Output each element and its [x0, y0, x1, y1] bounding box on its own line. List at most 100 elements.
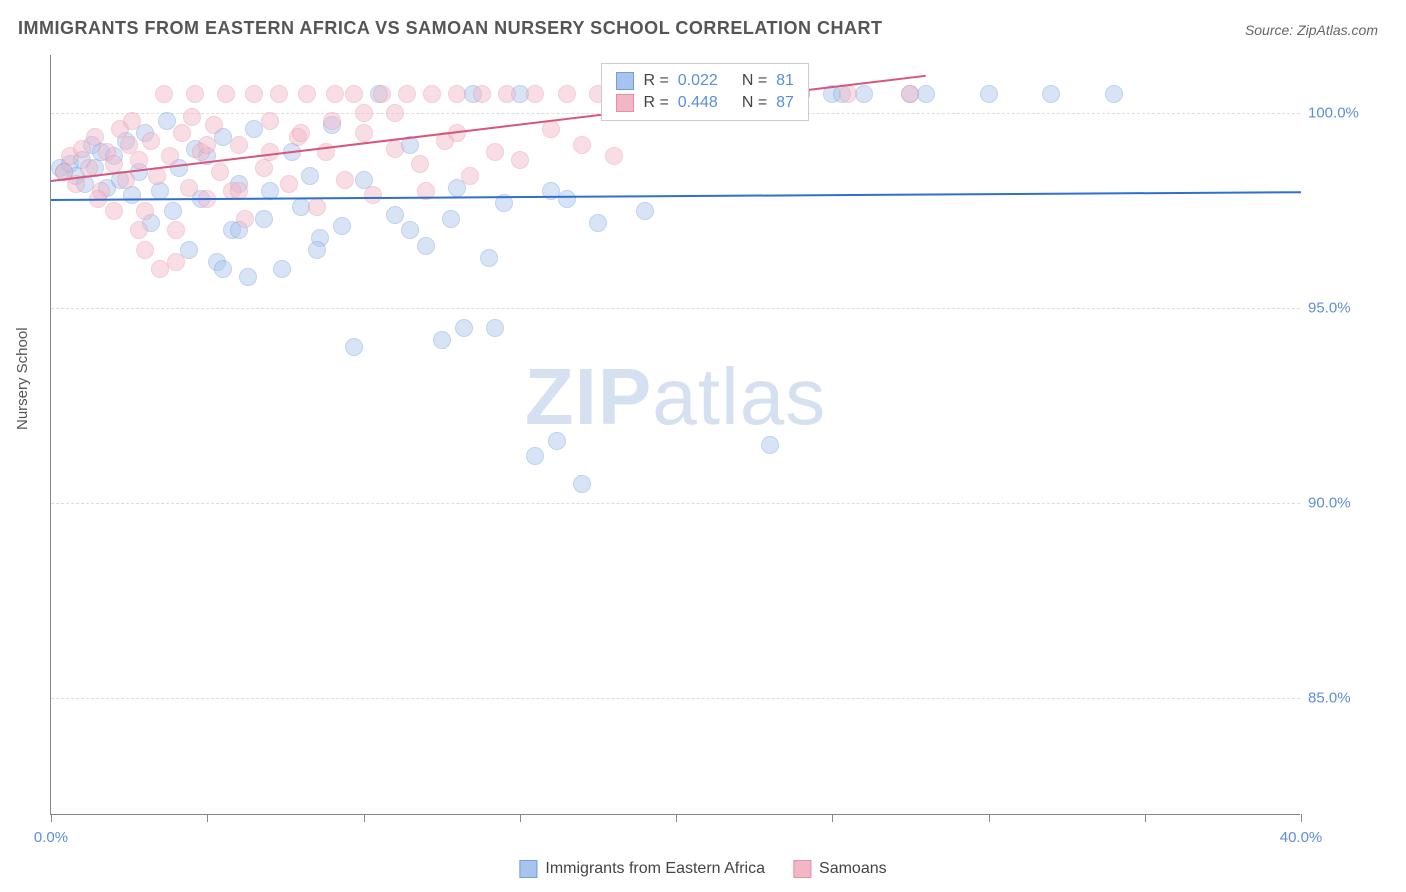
legend-n: N = 81: [742, 72, 794, 90]
point-series-a: [573, 475, 591, 493]
chart-title: IMMIGRANTS FROM EASTERN AFRICA VS SAMOAN…: [18, 18, 883, 39]
x-tick: [676, 814, 677, 822]
x-tick: [364, 814, 365, 822]
point-series-b: [120, 136, 138, 154]
point-series-b: [180, 179, 198, 197]
correlation-legend: R = 0.022 N = 81 R = 0.448 N = 87: [601, 63, 809, 121]
point-series-a: [164, 202, 182, 220]
point-series-a: [239, 268, 257, 286]
point-series-b: [105, 202, 123, 220]
x-tick-label: 40.0%: [1280, 829, 1323, 846]
point-series-a: [526, 447, 544, 465]
point-series-b: [364, 186, 382, 204]
point-series-b: [211, 163, 229, 181]
point-series-a: [417, 237, 435, 255]
point-series-a: [1105, 85, 1123, 103]
point-series-a: [455, 319, 473, 337]
point-series-b: [308, 198, 326, 216]
point-series-b: [292, 124, 310, 142]
point-series-b: [461, 167, 479, 185]
point-series-a: [855, 85, 873, 103]
point-series-b: [839, 85, 857, 103]
x-tick: [1145, 814, 1146, 822]
gridline-h: [51, 308, 1300, 309]
y-tick-label: 85.0%: [1308, 690, 1388, 707]
point-series-a: [273, 260, 291, 278]
point-series-b: [542, 120, 560, 138]
x-tick: [51, 814, 52, 822]
point-series-b: [183, 108, 201, 126]
point-series-b: [323, 112, 341, 130]
point-series-b: [355, 124, 373, 142]
point-series-a: [1042, 85, 1060, 103]
point-series-b: [901, 85, 919, 103]
point-series-b: [136, 202, 154, 220]
point-series-b: [198, 136, 216, 154]
point-series-b: [142, 132, 160, 150]
point-series-b: [386, 140, 404, 158]
bottom-legend: Immigrants from Eastern Africa Samoans: [519, 860, 886, 878]
point-series-a: [548, 432, 566, 450]
legend-n: N = 87: [742, 94, 794, 112]
point-series-b: [255, 159, 273, 177]
point-series-b: [326, 85, 344, 103]
x-tick: [832, 814, 833, 822]
point-series-b: [526, 85, 544, 103]
point-series-b: [386, 104, 404, 122]
point-series-b: [230, 136, 248, 154]
legend-label: Samoans: [819, 860, 887, 878]
point-series-b: [558, 85, 576, 103]
point-series-b: [298, 85, 316, 103]
x-tick: [207, 814, 208, 822]
legend-row: R = 0.022 N = 81: [616, 70, 794, 92]
point-series-a: [480, 249, 498, 267]
point-series-b: [167, 253, 185, 271]
point-series-a: [386, 206, 404, 224]
point-series-b: [573, 136, 591, 154]
point-series-b: [448, 85, 466, 103]
point-series-b: [373, 85, 391, 103]
point-series-b: [336, 171, 354, 189]
y-tick-label: 100.0%: [1308, 105, 1388, 122]
point-series-b: [236, 210, 254, 228]
legend-r: R = 0.448: [644, 94, 718, 112]
y-tick-label: 95.0%: [1308, 300, 1388, 317]
gridline-h: [51, 698, 1300, 699]
point-series-a: [917, 85, 935, 103]
gridline-h: [51, 503, 1300, 504]
y-tick-label: 90.0%: [1308, 495, 1388, 512]
point-series-b: [355, 104, 373, 122]
x-tick-label: 0.0%: [34, 829, 68, 846]
point-series-b: [411, 155, 429, 173]
point-series-a: [308, 241, 326, 259]
point-series-a: [589, 214, 607, 232]
point-series-b: [498, 85, 516, 103]
plot-area: ZIPatlas 85.0%90.0%95.0%100.0%0.0%40.0%R…: [50, 55, 1300, 815]
legend-swatch-icon: [519, 860, 537, 878]
point-series-b: [605, 147, 623, 165]
point-series-a: [214, 260, 232, 278]
legend-swatch-icon: [616, 72, 634, 90]
point-series-a: [636, 202, 654, 220]
point-series-b: [136, 241, 154, 259]
point-series-a: [345, 338, 363, 356]
point-series-b: [261, 112, 279, 130]
bottom-legend-item: Samoans: [793, 860, 887, 878]
point-series-b: [167, 221, 185, 239]
legend-r: R = 0.022: [644, 72, 718, 90]
legend-label: Immigrants from Eastern Africa: [545, 860, 765, 878]
point-series-b: [130, 221, 148, 239]
legend-swatch-icon: [616, 94, 634, 112]
point-series-b: [398, 85, 416, 103]
point-series-a: [980, 85, 998, 103]
point-series-b: [86, 128, 104, 146]
point-series-b: [280, 175, 298, 193]
point-series-a: [433, 331, 451, 349]
bottom-legend-item: Immigrants from Eastern Africa: [519, 860, 765, 878]
source-label: Source: ZipAtlas.com: [1245, 22, 1378, 38]
point-series-a: [486, 319, 504, 337]
point-series-a: [255, 210, 273, 228]
point-series-b: [345, 85, 363, 103]
point-series-b: [486, 143, 504, 161]
point-series-a: [442, 210, 460, 228]
